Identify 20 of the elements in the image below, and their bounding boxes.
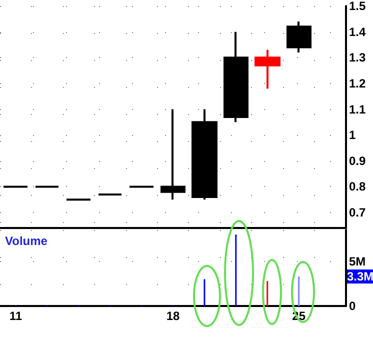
- candlestick: [224, 30, 248, 124]
- chart-title: Volume: [5, 234, 48, 248]
- y-tick-label: 0: [349, 299, 356, 313]
- y-tick-label: 1.2: [349, 76, 366, 90]
- y-tick-label: 1.1: [349, 102, 366, 116]
- y-tick-label: 1.3: [349, 50, 366, 65]
- y-tick-label: 1.4: [349, 24, 366, 39]
- annotation: 3.3M: [347, 269, 373, 284]
- candlestick: [286, 20, 312, 54]
- candlestick: [192, 108, 218, 201]
- y-tick-label: 1.5: [349, 0, 366, 13]
- candlestick: [160, 108, 186, 201]
- x-tick-label: 18: [166, 309, 180, 323]
- y-tick-label: 5M: [349, 254, 366, 268]
- y-tick-label: 0.7: [349, 206, 366, 220]
- candlestick: [254, 48, 280, 90]
- y-tick-label: 1: [349, 128, 356, 142]
- x-tick-label: 11: [9, 309, 22, 323]
- y-tick-label: 0.8: [349, 180, 366, 194]
- y-tick-label: 0.9: [349, 154, 366, 168]
